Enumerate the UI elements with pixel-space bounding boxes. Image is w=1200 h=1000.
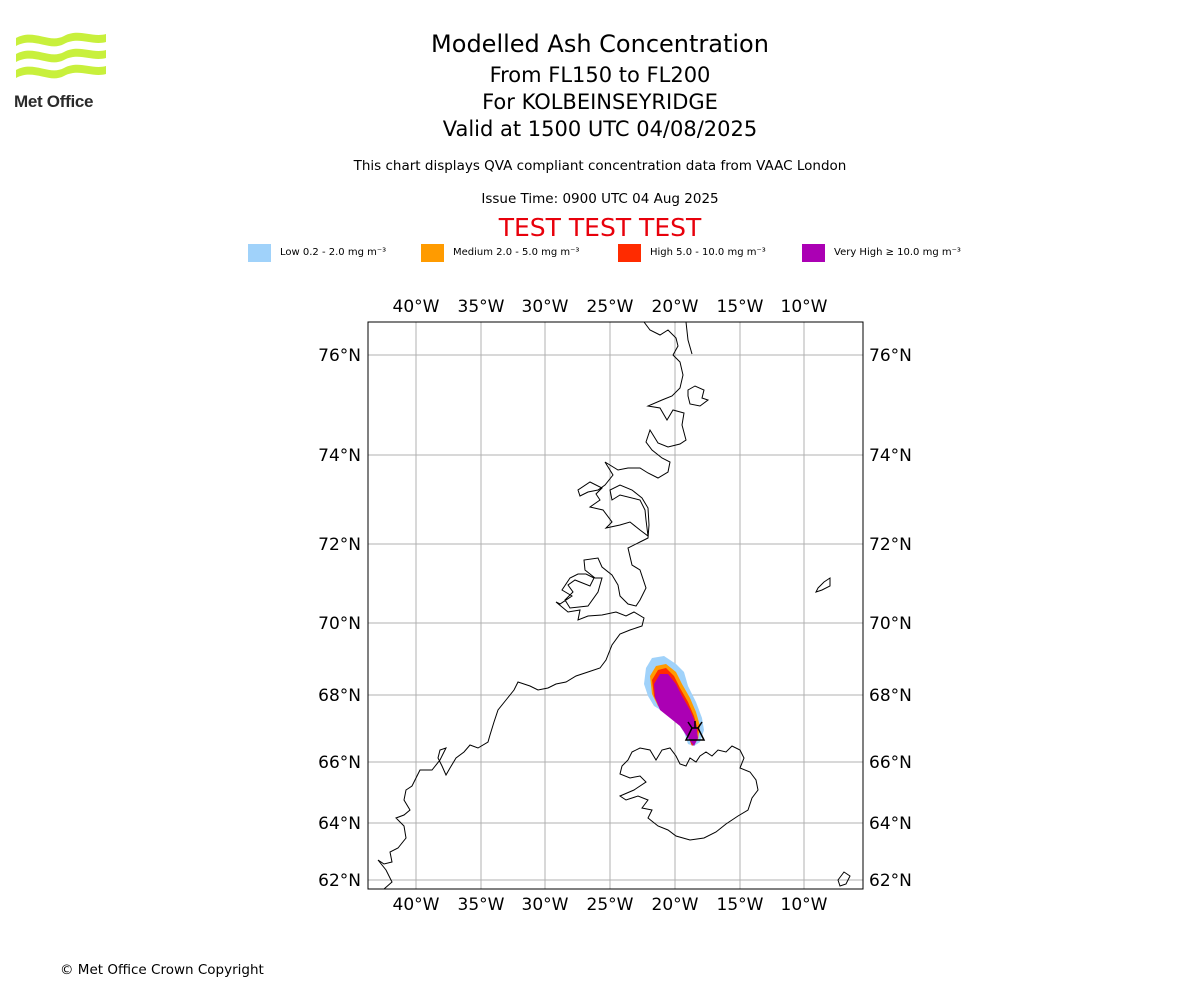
- lat-label: 74°N: [318, 446, 361, 466]
- map-frame: [367, 321, 864, 890]
- lat-label: 62°N: [869, 871, 912, 891]
- legend-label-very-high: Very High ≥ 10.0 mg m⁻³: [834, 247, 961, 258]
- greenland-coast: [377, 321, 687, 890]
- coastlines: [377, 321, 851, 890]
- lon-label: 30°W: [522, 895, 569, 915]
- lat-label: 62°N: [318, 871, 361, 891]
- legend-swatch-very-high: [802, 244, 825, 262]
- chart-title: Modelled Ash Concentration: [431, 30, 769, 58]
- lat-label: 66°N: [318, 753, 361, 773]
- legend-swatch-medium: [421, 244, 444, 262]
- lat-label: 64°N: [869, 814, 912, 834]
- lon-labels-top: 40°W 35°W 30°W 25°W 20°W 15°W 10°W: [393, 297, 828, 317]
- issue-time: Issue Time: 0900 UTC 04 Aug 2025: [481, 191, 719, 207]
- legend-swatch-low: [248, 244, 271, 262]
- met-office-waves-icon: [16, 32, 106, 79]
- lon-label: 15°W: [717, 297, 764, 317]
- lon-label: 30°W: [522, 297, 569, 317]
- lat-label: 66°N: [869, 753, 912, 773]
- lat-label: 74°N: [869, 446, 912, 466]
- lon-label: 10°W: [781, 297, 828, 317]
- lat-label: 68°N: [869, 686, 912, 706]
- island-shannon: [687, 385, 710, 407]
- lat-label: 72°N: [318, 535, 361, 555]
- logo-text: Met Office: [14, 92, 94, 111]
- lon-label: 35°W: [458, 895, 505, 915]
- legend-label-low: Low 0.2 - 2.0 mg m⁻³: [280, 247, 387, 258]
- lat-labels-right: 76°N 74°N 72°N 70°N 68°N 66°N 64°N 62°N: [869, 346, 912, 891]
- lat-label: 64°N: [318, 814, 361, 834]
- lon-label: 20°W: [652, 297, 699, 317]
- lat-label: 70°N: [869, 614, 912, 634]
- iceland-coast: [618, 745, 759, 841]
- lat-label: 68°N: [318, 686, 361, 706]
- lon-label: 15°W: [717, 895, 764, 915]
- test-banner: TEST TEST TEST: [498, 213, 702, 242]
- greenland-north-fragment: [685, 321, 693, 355]
- legend-label-medium: Medium 2.0 - 5.0 mg m⁻³: [453, 247, 580, 258]
- lat-labels-left: 76°N 74°N 72°N 70°N 68°N 66°N 64°N 62°N: [318, 346, 361, 891]
- chart-description: This chart displays QVA compliant concen…: [353, 158, 847, 174]
- island-small-east: [815, 577, 831, 593]
- valid-time: Valid at 1500 UTC 04/08/2025: [442, 117, 758, 141]
- lon-labels-bottom: 40°W 35°W 30°W 25°W 20°W 15°W 10°W: [393, 895, 828, 915]
- volcano-icon: [684, 721, 706, 741]
- flight-levels: From FL150 to FL200: [489, 63, 711, 87]
- volcano-name: For KOLBEINSEYRIDGE: [482, 90, 718, 114]
- lon-label: 20°W: [652, 895, 699, 915]
- lat-label: 72°N: [869, 535, 912, 555]
- lon-label: 40°W: [393, 895, 440, 915]
- legend-swatch-high: [618, 244, 641, 262]
- lat-label: 76°N: [869, 346, 912, 366]
- lon-label: 35°W: [458, 297, 505, 317]
- map-grid: [368, 322, 863, 889]
- lat-label: 70°N: [318, 614, 361, 634]
- lon-label: 40°W: [393, 297, 440, 317]
- met-office-logo: Met Office: [14, 30, 109, 112]
- ash-very-high: [654, 674, 698, 746]
- lon-label: 25°W: [587, 297, 634, 317]
- legend-label-high: High 5.0 - 10.0 mg m⁻³: [650, 247, 766, 258]
- lat-label: 76°N: [318, 346, 361, 366]
- ash-plume: [644, 656, 704, 746]
- island-jan-small: [837, 871, 851, 887]
- copyright: © Met Office Crown Copyright: [60, 962, 264, 978]
- lon-label: 10°W: [781, 895, 828, 915]
- lon-label: 25°W: [587, 895, 634, 915]
